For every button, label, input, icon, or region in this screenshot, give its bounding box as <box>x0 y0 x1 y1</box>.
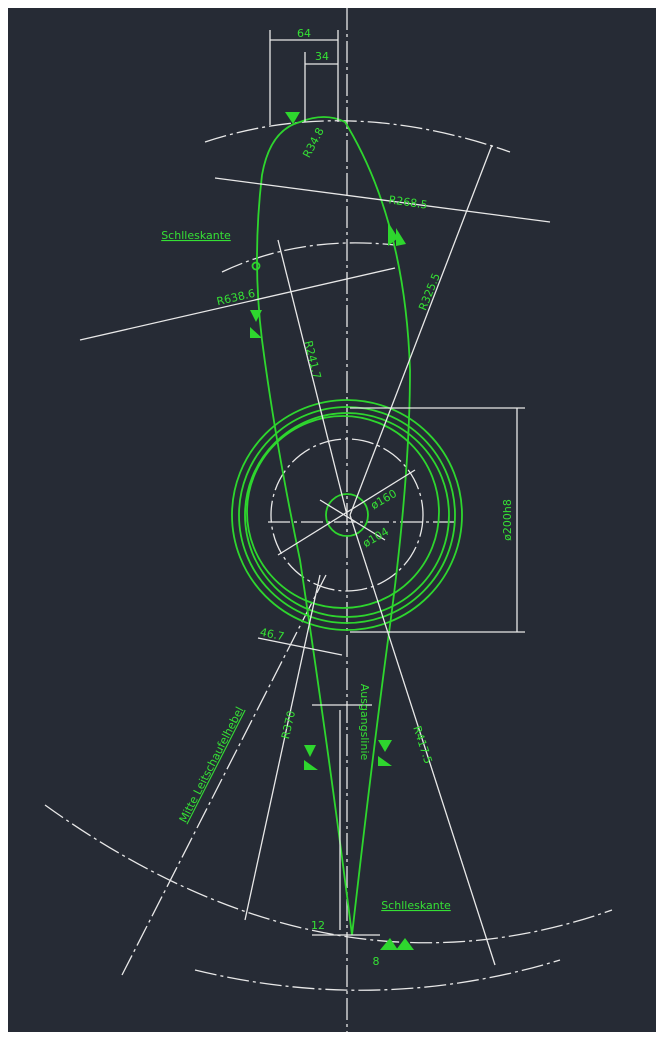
diameter-label: ø200h8 <box>501 499 514 541</box>
edge-label: Schlleskante <box>381 899 451 912</box>
dimension-label: 12 <box>311 919 325 932</box>
dimension-label: 64 <box>297 27 311 40</box>
baseline-label: Ausgangslinie <box>358 684 371 761</box>
drawing: 64 34 R34.8 R268.5 Schlleskante R638.6 R… <box>0 0 664 1040</box>
edge-label: Schlleskante <box>161 229 231 242</box>
dimension-label: 8 <box>373 955 380 968</box>
background <box>8 8 656 1032</box>
dimension-label: 34 <box>315 50 329 63</box>
